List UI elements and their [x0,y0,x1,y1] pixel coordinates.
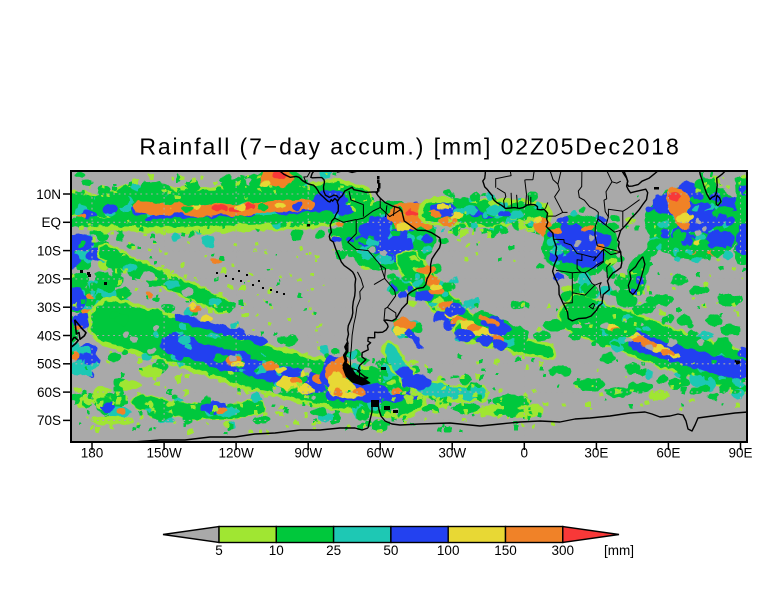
svg-text:60E: 60E [656,446,680,461]
svg-text:60S: 60S [37,385,61,400]
svg-text:20S: 20S [37,272,61,287]
svg-text:150: 150 [494,543,517,558]
svg-text:120W: 120W [218,446,254,461]
svg-text:10S: 10S [37,243,61,258]
svg-text:Rainfall (7−day accum.) [mm] 0: Rainfall (7−day accum.) [mm] 02Z05Dec201… [139,134,680,160]
svg-text:[mm]: [mm] [604,543,634,558]
svg-text:90W: 90W [294,446,322,461]
svg-text:10: 10 [269,543,284,558]
svg-text:30E: 30E [584,446,608,461]
svg-text:50: 50 [383,543,398,558]
svg-text:100: 100 [437,543,460,558]
svg-text:30W: 30W [438,446,466,461]
svg-text:EQ: EQ [41,215,61,230]
svg-text:25: 25 [326,543,341,558]
svg-text:90E: 90E [728,446,752,461]
svg-text:70S: 70S [37,413,61,428]
svg-text:300: 300 [552,543,575,558]
svg-text:30S: 30S [37,300,61,315]
svg-text:180: 180 [81,446,104,461]
svg-text:50S: 50S [37,357,61,372]
svg-text:0: 0 [521,446,529,461]
svg-text:60W: 60W [366,446,394,461]
svg-text:40S: 40S [37,328,61,343]
svg-text:150W: 150W [146,446,182,461]
svg-text:5: 5 [215,543,223,558]
svg-text:10N: 10N [36,187,61,202]
